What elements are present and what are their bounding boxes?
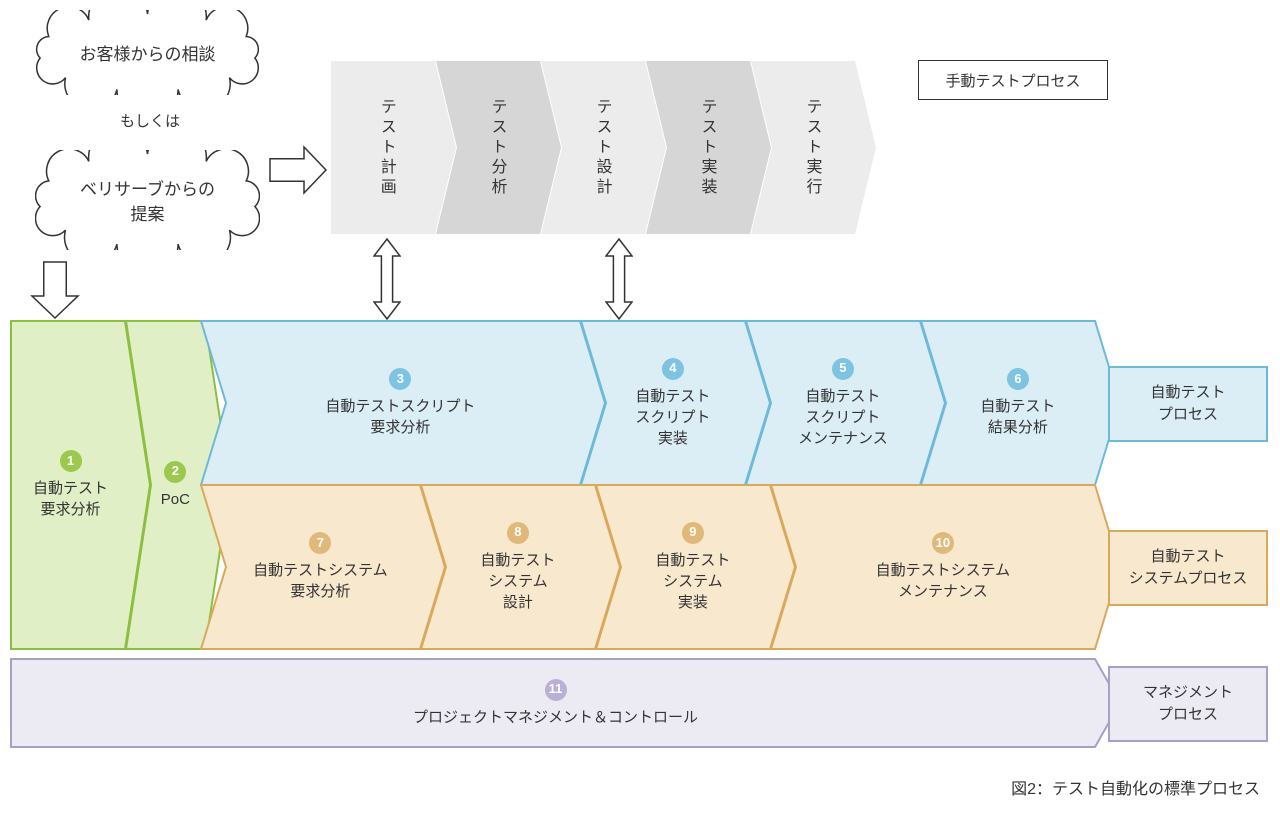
process-step: 7 自動テストシステム要求分析	[200, 484, 446, 650]
process-step: 11 プロジェクトマネジメント＆コントロール	[10, 658, 1121, 748]
step-number: 2	[164, 461, 186, 483]
double-arrow-icon	[605, 238, 633, 320]
or-label: もしくは	[120, 110, 180, 131]
legend-auto-test: 自動テストプロセス	[1108, 366, 1268, 442]
process-step: 3 自動テストスクリプト要求分析	[200, 320, 606, 486]
step-number: 8	[507, 522, 529, 544]
process-step: 5 自動テストスクリプトメンテナンス	[745, 320, 946, 486]
process-step: 4 自動テストスクリプト実装	[580, 320, 771, 486]
step-label: テスト計画	[374, 98, 396, 198]
cloud-text: ベリサーブからの提案	[35, 150, 260, 250]
step-number: 9	[682, 522, 704, 544]
step-number: 6	[1007, 368, 1029, 390]
legend-label: 自動テストプロセス	[1150, 382, 1225, 426]
cloud-veriserve-proposal: ベリサーブからの提案	[35, 150, 260, 250]
legend-label: 手動テストプロセス	[945, 70, 1080, 91]
arrow-right-icon	[268, 145, 328, 195]
legend-label: マネジメントプロセス	[1143, 682, 1233, 726]
step-label: テスト実装	[695, 98, 717, 198]
manual-process-row: テスト計画 テスト分析 テスト設計 テスト実装 テスト実行	[330, 60, 855, 235]
step-label: 自動テストスクリプト要求分析	[325, 396, 475, 438]
step-number: 4	[662, 358, 684, 380]
process-step: 8 自動テストシステム設計	[420, 484, 621, 650]
double-arrow-icon	[373, 238, 401, 320]
step-number: 11	[545, 679, 567, 701]
step-label: 自動テストシステム実装	[655, 550, 730, 613]
step-label: 自動テストシステム要求分析	[253, 560, 388, 602]
step-number: 3	[389, 368, 411, 390]
step-label: 自動テスト結果分析	[980, 396, 1055, 438]
legend-label: 自動テストシステムプロセス	[1129, 546, 1248, 590]
figure-caption: 図2：テスト自動化の標準プロセス	[1011, 775, 1260, 799]
step-label: テスト実行	[800, 98, 822, 198]
step-number: 7	[309, 532, 331, 554]
process-step: テスト実行	[750, 60, 877, 235]
cloud-text: お客様からの相談	[35, 10, 260, 95]
process-step: 9 自動テストシステム実装	[595, 484, 796, 650]
legend-manual: 手動テストプロセス	[918, 60, 1108, 100]
step-label: テスト設計	[590, 98, 612, 198]
process-diagram: { "caption": "図2：テスト自動化の標準プロセス", "clouds…	[0, 0, 1280, 813]
step-label: PoC	[161, 489, 190, 510]
legend-management: マネジメントプロセス	[1108, 666, 1268, 742]
step-label: 自動テストスクリプトメンテナンス	[798, 386, 888, 449]
step-label: プロジェクトマネジメント＆コントロール	[413, 707, 698, 728]
cloud-customer-request: お客様からの相談	[35, 10, 260, 95]
step-label: 自動テストシステム設計	[480, 550, 555, 613]
step-number: 10	[932, 532, 954, 554]
step-label: 自動テスト要求分析	[33, 478, 108, 520]
arrow-down-icon	[30, 260, 80, 320]
process-step: 6 自動テスト結果分析	[920, 320, 1121, 486]
step-label: テスト分析	[485, 98, 507, 198]
step-number: 1	[60, 450, 82, 472]
legend-auto-test-system: 自動テストシステムプロセス	[1108, 530, 1268, 606]
step-label: 自動テストシステムメンテナンス	[876, 560, 1011, 602]
step-number: 5	[832, 358, 854, 380]
step-label: 自動テストスクリプト実装	[635, 386, 710, 449]
process-step: 10 自動テストシステムメンテナンス	[770, 484, 1121, 650]
